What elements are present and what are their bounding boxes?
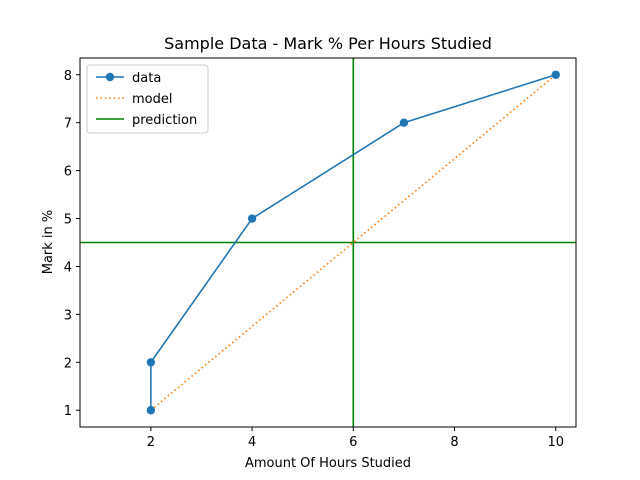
legend-data-marker (105, 72, 115, 82)
y-tick-label: 5 (64, 213, 72, 228)
chart-title: Sample Data - Mark % Per Hours Studied (164, 34, 492, 53)
x-axis-label: Amount Of Hours Studied (245, 456, 411, 471)
y-tick-label: 4 (64, 260, 72, 275)
y-axis-ticks: 1 2 3 4 5 6 7 8 (64, 69, 80, 419)
x-tick-label: 10 (547, 435, 564, 450)
y-tick-label: 1 (64, 404, 72, 419)
y-axis-label: Mark in % (41, 210, 56, 275)
series-layer (80, 58, 576, 427)
data-point (146, 358, 156, 367)
plot-area (80, 58, 576, 427)
legend-label-prediction: prediction (132, 113, 197, 128)
x-tick-label: 2 (147, 435, 155, 450)
x-tick-label: 6 (349, 435, 357, 450)
y-tick-label: 3 (64, 308, 72, 323)
x-tick-label: 8 (450, 435, 458, 450)
legend-label-data: data (132, 71, 161, 86)
plot-frame (79, 57, 577, 428)
legend: data model prediction (86, 64, 209, 134)
y-tick-label: 2 (64, 356, 72, 371)
legend-box (86, 64, 209, 134)
x-tick-label: 4 (248, 435, 256, 450)
y-tick-label: 8 (64, 69, 72, 84)
data-point (146, 406, 156, 415)
legend-label-model: model (132, 92, 172, 107)
data-point (399, 118, 409, 127)
y-tick-label: 6 (64, 165, 72, 180)
data-point (551, 70, 560, 79)
data-point (247, 214, 257, 223)
y-tick-label: 7 (64, 117, 72, 132)
x-axis-ticks: 2 4 6 8 10 (147, 427, 564, 450)
